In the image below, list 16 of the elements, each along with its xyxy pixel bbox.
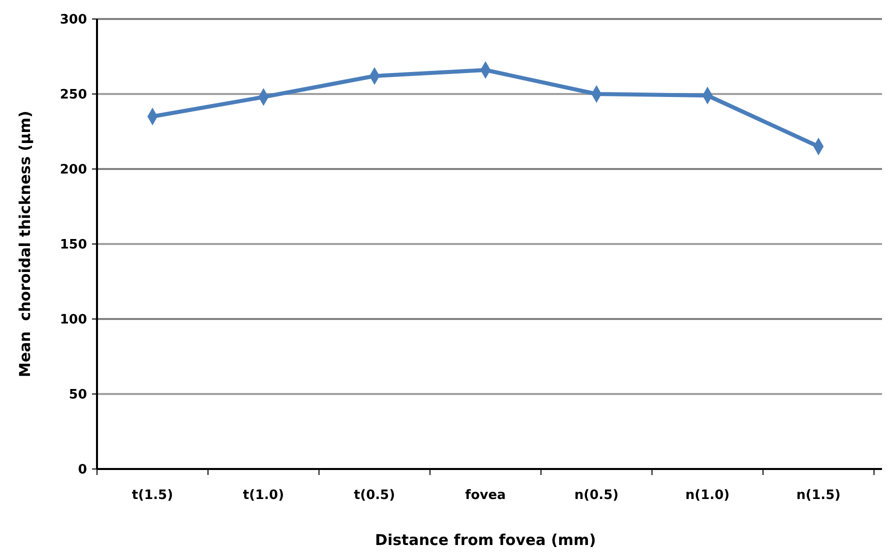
y-axis-title: Mean choroidal thickness (µm) [16, 110, 34, 378]
x-tick-label: n(0.5) [574, 488, 619, 503]
y-tick-label: 300 [60, 12, 87, 28]
y-tick-label: 100 [60, 312, 87, 328]
y-tick-label: 150 [60, 238, 87, 253]
y-tick-label: 200 [60, 162, 87, 178]
y-tick-label: 50 [68, 388, 87, 403]
x-tick-label: t(1.5) [132, 488, 174, 503]
x-tick-label: n(1.0) [685, 488, 730, 503]
x-tick-label: t(0.5) [354, 488, 396, 503]
x-tick-label: n(1.5) [796, 488, 841, 503]
y-tick-label: 0 [78, 462, 87, 478]
x-axis-title: Distance from fovea (mm) [375, 531, 596, 549]
x-tick-label: fovea [465, 488, 506, 503]
x-tick-label: t(1.0) [242, 488, 284, 503]
y-tick-label: 250 [60, 88, 87, 103]
